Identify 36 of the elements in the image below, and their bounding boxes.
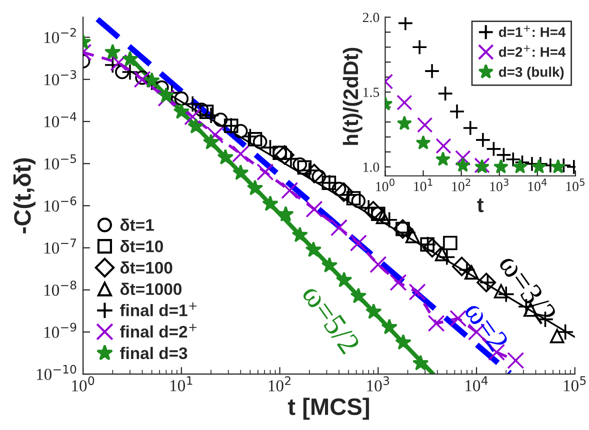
legend-label: final d=3 [120, 346, 188, 360]
legend-label: final d=2$^{+}$ [120, 324, 196, 338]
y-tick-label: 10$^{−5}$ [44, 154, 76, 170]
y-tick-label: 10$^{−6}$ [44, 196, 76, 212]
x-tick-label: 10$^{2}$ [452, 178, 470, 192]
y-tick-label: 1.0 [364, 162, 380, 172]
legend-label: final d=1$^{+}$ [120, 302, 196, 316]
x-tick-label: 10$^{4}$ [528, 178, 547, 192]
legend-label: δt=10 [120, 240, 163, 252]
x-tick-label: 10$^{5}$ [564, 376, 586, 392]
y-tick-label: 10$^{−7}$ [44, 238, 76, 254]
legend-label: d=1$^{+}$: H=4 [498, 25, 566, 38]
y-tick-label: 10$^{−4}$ [44, 112, 76, 128]
y-tick-label: 10$^{−3}$ [44, 70, 76, 86]
x-tick-label: 10$^{2}$ [268, 376, 290, 392]
y-tick-label: 10$^{−2}$ [44, 28, 76, 44]
legend-label: δt=1 [120, 218, 154, 231]
legend-label: d=3 (bulk) [498, 66, 564, 80]
legend-label: d=2$^{+}$: H=4 [498, 45, 566, 57]
x-tick-label: 10$^{1}$ [414, 178, 432, 192]
y-tick-label: 10$^{−9}$ [44, 322, 76, 338]
y-axis-title: -C(t,δt) [13, 158, 36, 234]
y-tick-label: 1.5 [364, 88, 380, 98]
y-axis-title: h(t)/(2dDt) [342, 48, 362, 145]
legend-label: δt=100 [120, 261, 172, 274]
x-tick-label: 10$^{1}$ [170, 376, 192, 392]
legend-label: δt=1000 [120, 282, 182, 296]
x-tick-label: 10$^{0}$ [376, 178, 394, 192]
x-tick-label: 10$^{4}$ [466, 376, 488, 392]
y-tick-label: 2.0 [362, 12, 380, 22]
x-tick-label: 10$^{3}$ [490, 178, 508, 192]
x-tick-label: 10$^{3}$ [367, 376, 390, 392]
x-axis-title: t [MCS] [288, 398, 369, 420]
y-tick-label: 10$^{−8}$ [44, 280, 76, 296]
x-tick-label: 10$^{5}$ [566, 178, 584, 192]
x-axis-title: t [477, 198, 484, 212]
